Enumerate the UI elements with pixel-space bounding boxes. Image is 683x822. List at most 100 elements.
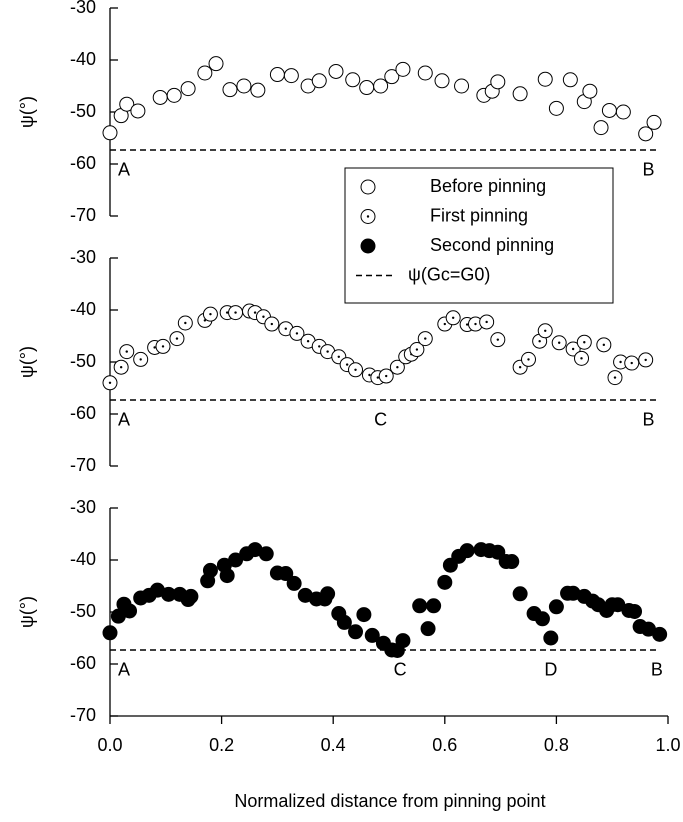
legend-label: First pinning <box>430 205 528 225</box>
point <box>283 68 299 84</box>
point <box>420 621 436 637</box>
point <box>102 625 118 641</box>
point <box>615 104 631 120</box>
point <box>180 81 196 97</box>
point <box>537 71 553 87</box>
legend-label: ψ(Gc=G0) <box>408 264 490 284</box>
point <box>119 96 135 112</box>
point-dot <box>203 319 207 322</box>
y-tick-label: -30 <box>70 497 96 517</box>
legend: Before pinning First pinning Second pinnin… <box>344 167 614 304</box>
point <box>434 73 450 89</box>
point-dot <box>368 373 371 377</box>
point <box>286 575 302 591</box>
point <box>130 103 146 119</box>
y-tick-label: -50 <box>70 351 96 371</box>
point-dot <box>161 345 165 348</box>
point <box>152 89 168 105</box>
annotation: D <box>544 660 557 680</box>
y-tick-label: -30 <box>70 0 96 17</box>
legend-label: Before pinning <box>430 176 546 196</box>
point-dot <box>580 357 583 360</box>
point-dot <box>527 358 530 361</box>
point-dot <box>571 347 575 351</box>
point <box>328 63 344 79</box>
point <box>102 125 118 141</box>
point-dot <box>262 315 265 318</box>
y-axis-label: ψ(°) <box>17 96 37 128</box>
point-dot <box>451 316 455 319</box>
point-dot <box>396 366 399 369</box>
point-dot <box>253 311 257 314</box>
point <box>627 603 643 619</box>
point-dot <box>295 332 299 335</box>
point <box>356 607 372 623</box>
x-tick-label: 0.2 <box>209 735 234 755</box>
annotation: A <box>118 160 130 180</box>
legend-marker-dot <box>366 215 370 218</box>
point-dot <box>337 355 340 358</box>
point <box>459 543 475 559</box>
point-dot <box>485 320 488 324</box>
point <box>348 624 364 640</box>
legend-marker <box>360 238 376 254</box>
legend-label: Second pinning <box>430 235 554 255</box>
y-tick-label: -70 <box>70 705 96 725</box>
point <box>562 72 578 88</box>
y-tick-label: -40 <box>70 49 96 69</box>
point <box>490 544 506 560</box>
point-dot <box>270 322 274 326</box>
point-dot <box>630 361 633 365</box>
point <box>638 126 654 142</box>
annotation: C <box>374 410 387 430</box>
y-tick-label: -50 <box>70 101 96 121</box>
point-dot <box>153 346 156 349</box>
point-dot <box>376 376 380 379</box>
point <box>122 603 138 619</box>
x-tick-label: 0.4 <box>321 735 346 755</box>
y-tick-label: -70 <box>70 205 96 225</box>
point <box>336 614 352 630</box>
point <box>593 120 609 136</box>
point-dot <box>443 322 446 326</box>
annotation: B <box>642 410 654 430</box>
point <box>197 65 213 81</box>
point <box>202 562 218 578</box>
point <box>504 554 520 570</box>
y-tick-label: -60 <box>70 153 96 173</box>
point-dot <box>139 358 142 361</box>
y-axis-label: ψ(°) <box>17 346 37 378</box>
point <box>364 627 380 643</box>
y-tick-label: -60 <box>70 403 96 423</box>
x-tick-label: 0.8 <box>544 735 569 755</box>
x-tick-label: 0.6 <box>432 735 457 755</box>
point-dot <box>544 329 547 332</box>
point-dot <box>415 348 419 351</box>
point-dot <box>284 327 287 330</box>
point-dot <box>424 337 427 340</box>
point <box>534 611 550 627</box>
point <box>412 598 428 614</box>
point-dot <box>644 358 647 362</box>
point <box>384 69 400 85</box>
point <box>582 83 598 99</box>
point <box>454 78 470 94</box>
point <box>208 56 224 72</box>
point-dot <box>619 360 622 364</box>
point-dot <box>125 350 128 353</box>
x-tick-label: 1.0 <box>655 735 680 755</box>
point <box>250 82 266 98</box>
point-dot <box>465 323 469 326</box>
point-dot <box>306 340 310 343</box>
annotation: A <box>118 660 130 680</box>
point <box>359 80 375 96</box>
annotation: B <box>642 160 654 180</box>
point-dot <box>518 366 522 369</box>
annotation: C <box>394 660 407 680</box>
point <box>652 626 668 642</box>
point-dot <box>496 338 500 341</box>
point <box>512 586 528 602</box>
point <box>512 86 528 102</box>
point-dot <box>234 311 237 314</box>
